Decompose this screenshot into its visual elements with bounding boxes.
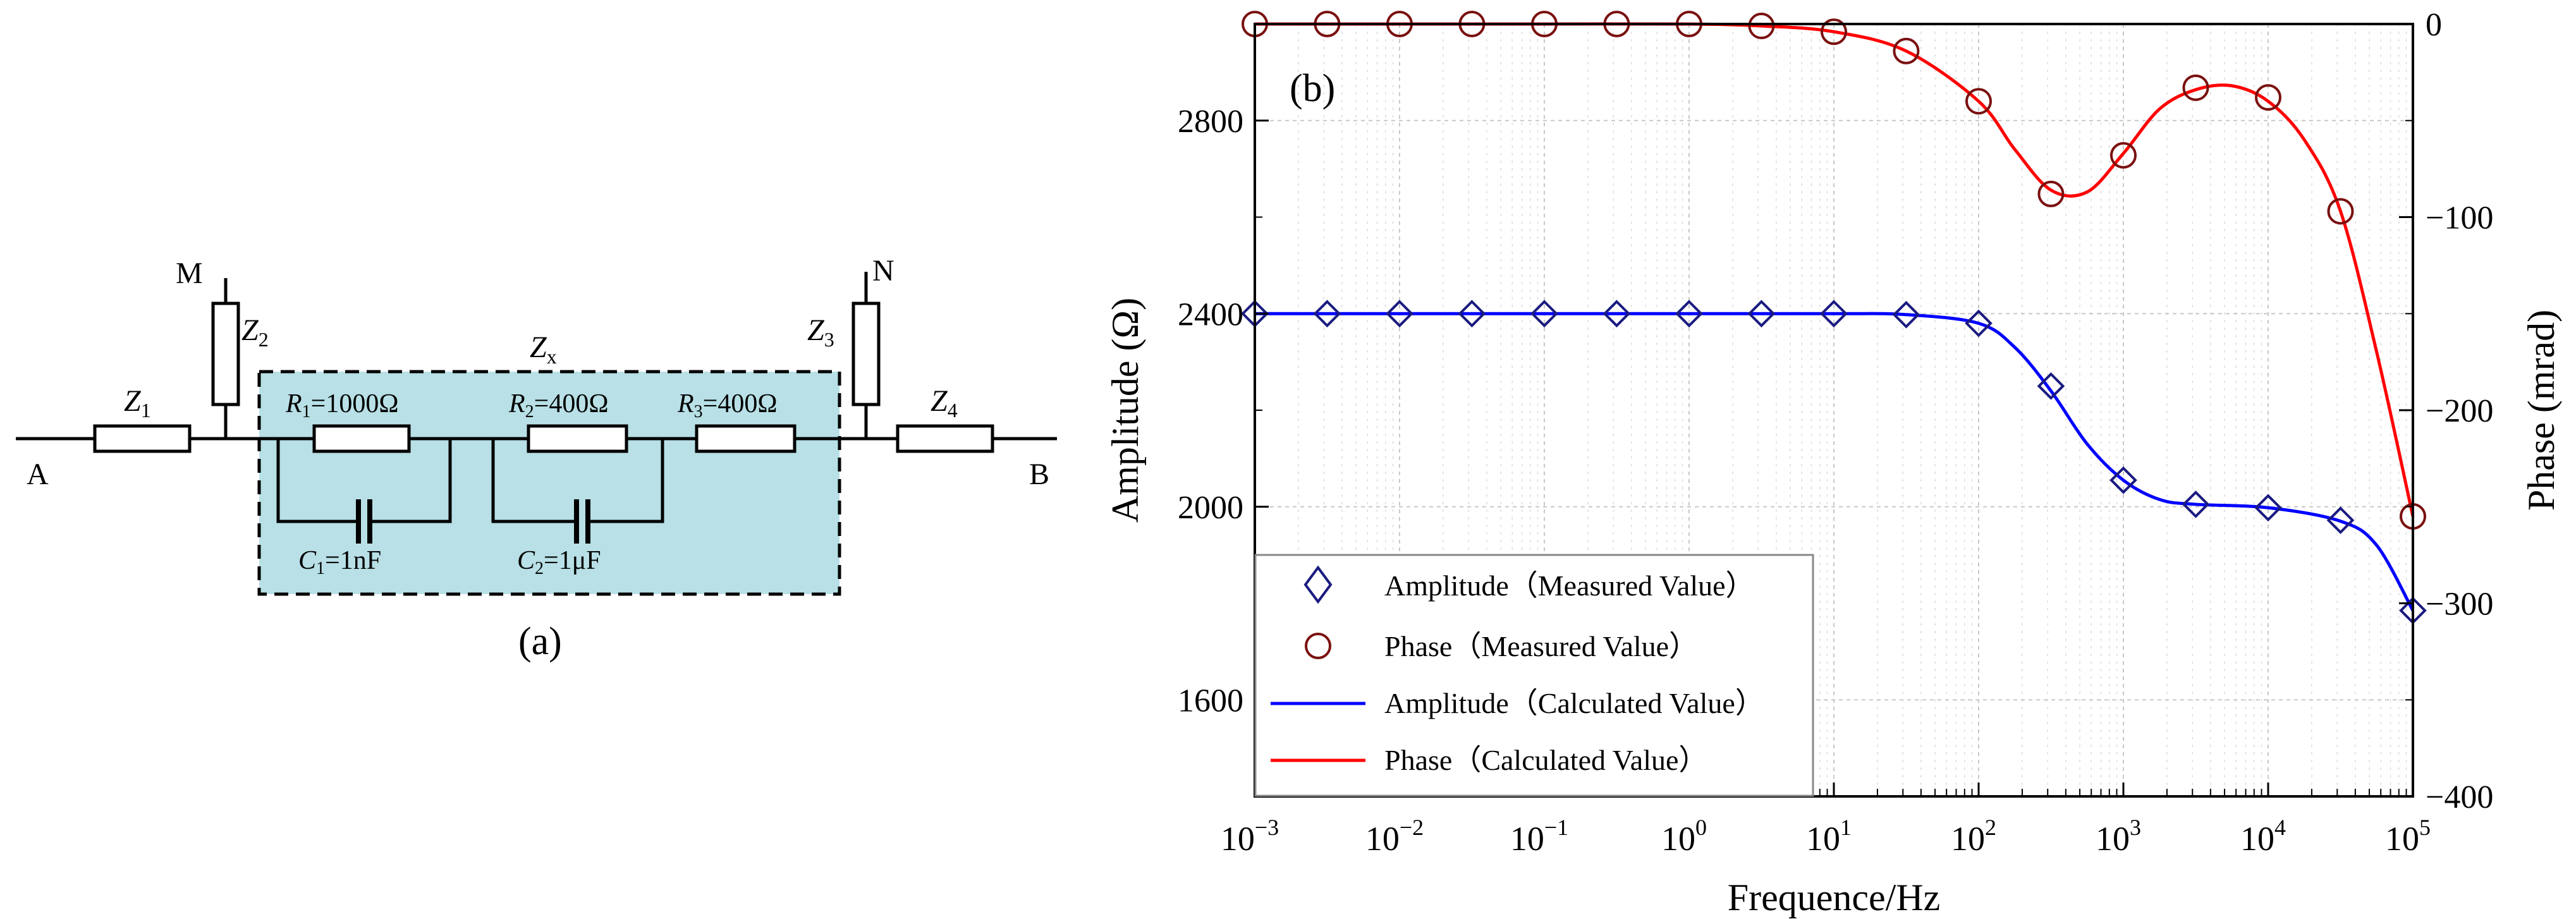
r1-label: R1=1000Ω	[285, 389, 399, 422]
legend-amp-marker	[1303, 565, 1333, 604]
node-n-label: N	[872, 254, 894, 288]
legend-item-amplitude-measured: Amplitude（Measured Value）	[1303, 565, 1755, 604]
y-left-tick-label: 2000	[1178, 490, 1243, 526]
zx-box	[257, 370, 841, 596]
c2-branch-right	[588, 439, 664, 523]
legend-item-phase-calculated: Phase（Calculated Value）	[1271, 744, 1707, 776]
amplitude-measured-point	[2326, 506, 2355, 534]
r2-label: R2=400Ω	[508, 389, 609, 422]
panel-b-label: (b)	[1290, 67, 1335, 110]
x-tick-label: 104	[2240, 815, 2286, 858]
circuit-diagram	[16, 272, 1057, 596]
y-axis-title-right: Phase (mrad)	[2520, 310, 2562, 511]
legend-label: Phase（Calculated Value）	[1384, 744, 1707, 776]
y-right-tick-label: −300	[2426, 587, 2493, 623]
y-right-tick-label: 0	[2426, 7, 2442, 43]
amplitude-measured-point	[1530, 300, 1558, 328]
r2-resistor	[527, 424, 628, 453]
x-tick-label: 10−3	[1221, 815, 1279, 858]
amplitude-measured-point	[1458, 300, 1486, 328]
c1-label: C1=1nF	[298, 546, 381, 578]
amplitude-measured-point	[2254, 494, 2282, 522]
amplitude-measured-point	[2109, 466, 2137, 494]
r3-resistor	[695, 424, 797, 453]
y-right-tick-label: −100	[2426, 200, 2493, 236]
y-right-tick-label: −400	[2426, 779, 2493, 815]
z4-label: Z4	[931, 384, 958, 422]
x-tick-label: 100	[1661, 815, 1707, 858]
node-m-label: M	[176, 257, 203, 290]
amplitude-measured-point	[1602, 300, 1631, 328]
legend-item-amplitude-calculated: Amplitude（Calculated Value）	[1271, 687, 1764, 719]
phase-measured-point	[1893, 37, 1920, 64]
z2-resistor	[211, 301, 240, 406]
y-right-tick-label: −200	[2426, 393, 2493, 429]
bode-chart: 10−3 10−2 10−1 100 101 102 103 104 105 1600 2000 24…	[1104, 7, 2562, 918]
y-left-tick-label: 2800	[1178, 104, 1243, 140]
z1-label: Z1	[124, 384, 151, 422]
amplitude-measured-point	[1820, 300, 1848, 328]
circuit-labels: A B M N Z1 Z2 Z3 Z4 Zx R1=1000Ω R2=400Ω …	[27, 254, 1049, 663]
c2-branch	[491, 439, 577, 523]
y-left-tick-label: 2400	[1178, 296, 1243, 332]
x-tick-label: 102	[1951, 815, 1996, 858]
panel-a-label: (a)	[518, 620, 562, 663]
amplitude-measured-point	[1965, 309, 1993, 338]
legend-phase-marker	[1305, 633, 1331, 659]
legend-item-phase-measured: Phase（Measured Value）	[1305, 630, 1698, 662]
amplitude-measured-point	[2037, 372, 2065, 400]
amplitude-measured-point	[1747, 300, 1776, 328]
z3-resistor	[852, 301, 881, 406]
legend-label: Amplitude（Measured Value）	[1384, 569, 1755, 602]
legend-label: Phase（Measured Value）	[1384, 630, 1698, 662]
legend-label: Amplitude（Calculated Value）	[1384, 687, 1764, 719]
amplitude-measured-point	[1892, 300, 1920, 329]
c1-branch-right	[370, 439, 452, 523]
x-tick-label: 101	[1806, 815, 1852, 858]
y-axis-title-left: Amplitude (Ω)	[1104, 298, 1146, 523]
y-left-tick-label: 1600	[1178, 683, 1243, 719]
phase-measured-point	[1965, 88, 1992, 115]
x-tick-label: 10−2	[1365, 815, 1424, 858]
z3-label: Z3	[807, 313, 834, 351]
phase-measured-point	[2110, 142, 2137, 169]
amplitude-calculated-line	[1255, 312, 2415, 612]
c2-label: C2=1μF	[517, 546, 601, 578]
phase-measured-point	[2327, 198, 2354, 225]
zx-label: Zx	[530, 331, 557, 368]
x-tick-label: 10−1	[1510, 815, 1568, 858]
phase-measured-point	[2182, 74, 2209, 101]
amplitude-measured-point	[1313, 300, 1341, 328]
node-b-label: B	[1029, 458, 1049, 491]
x-axis-title: Frequence/Hz	[1728, 877, 1941, 918]
legend: Amplitude（Measured Value） Phase（Measured…	[1254, 554, 1814, 797]
node-a-label: A	[27, 458, 49, 491]
x-tick-label: 103	[2096, 815, 2141, 858]
phase-measured-point	[2255, 84, 2281, 111]
z1-resistor	[93, 424, 192, 453]
chart-tick-labels: 10−3 10−2 10−1 100 101 102 103 104 105 1600 2000 24…	[1178, 7, 2493, 858]
amplitude-measured-point	[1675, 300, 1703, 328]
x-tick-label: 105	[2385, 815, 2431, 858]
z2-label: Z2	[241, 313, 269, 351]
c1-branch	[276, 439, 358, 523]
amplitude-measured-point	[1386, 300, 1413, 328]
amplitude-measured-point	[2182, 490, 2210, 518]
phase-measured-point	[1821, 18, 1847, 46]
phase-measured-point	[1748, 13, 1775, 40]
legend-box	[1254, 554, 1814, 797]
r3-label: R3=400Ω	[677, 389, 778, 422]
z4-resistor	[896, 424, 994, 453]
r1-resistor	[312, 424, 411, 453]
chart-curves	[1254, 22, 2415, 612]
phase-measured-point	[2037, 180, 2065, 207]
